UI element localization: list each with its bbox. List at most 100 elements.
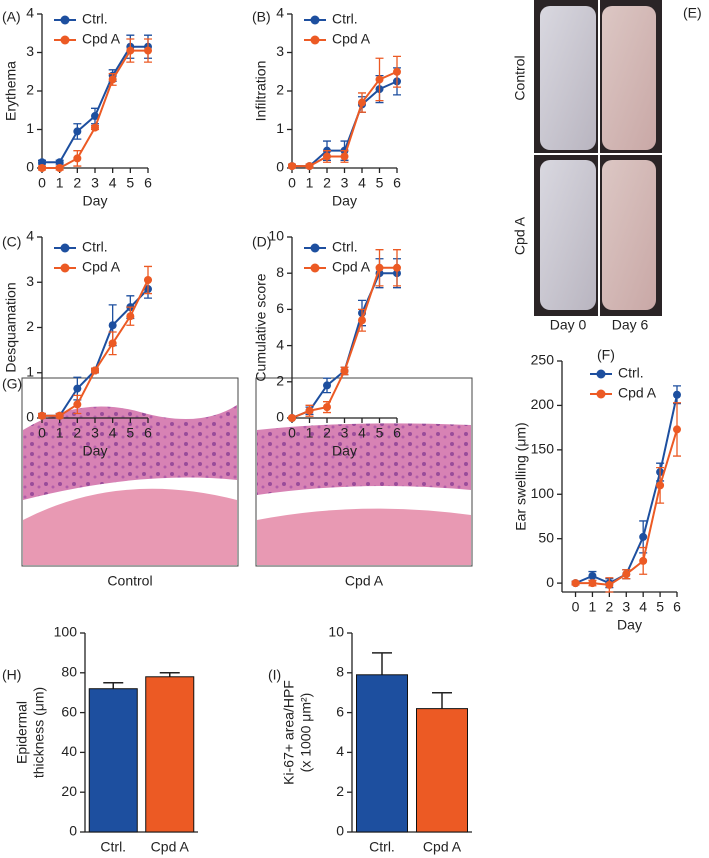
x-tick-label: 2 xyxy=(323,175,331,191)
data-point xyxy=(375,263,384,272)
y-tick-label: 0 xyxy=(276,409,284,425)
photo xyxy=(540,160,596,310)
x-tick-label: 5 xyxy=(376,175,384,191)
x-tick-label: 5 xyxy=(376,425,384,441)
y-tick-label: 0 xyxy=(26,159,34,175)
y-tick-label: 0 xyxy=(546,574,554,590)
y-tick-label: 3 xyxy=(276,43,284,59)
error-bar xyxy=(159,672,180,677)
x-tick-label: Ctrl. xyxy=(369,839,395,855)
y-axis-label: Ear swelling (μm) xyxy=(513,422,529,530)
data-point xyxy=(91,366,99,375)
column-label: Day 0 xyxy=(550,317,587,333)
x-axis-label: Day xyxy=(332,443,357,459)
data-point xyxy=(375,75,384,84)
data-point xyxy=(108,339,117,348)
y-tick-label: 4 xyxy=(276,336,284,352)
data-point xyxy=(288,414,296,422)
data-point xyxy=(323,381,331,390)
y-axis-label: Cumulative score xyxy=(253,273,269,381)
y-axis-label: Desquamation xyxy=(3,282,19,372)
data-point xyxy=(73,154,82,163)
x-tick-label: 4 xyxy=(358,425,366,441)
x-tick-label: 2 xyxy=(605,599,613,615)
y-tick-label: 6 xyxy=(276,300,284,316)
y-tick-label: 1 xyxy=(26,120,34,136)
tissue xyxy=(257,423,471,495)
legend-label: Cpd A xyxy=(332,31,371,47)
data-point xyxy=(588,579,597,588)
y-tick-label: 60 xyxy=(61,703,77,719)
y-tick-label: 8 xyxy=(336,664,344,680)
legend-label: Cpd A xyxy=(82,31,121,47)
y-tick-label: 2 xyxy=(276,373,284,389)
legend-marker xyxy=(596,389,606,399)
legend-label: Ctrl. xyxy=(82,11,108,27)
y-tick-label: 10 xyxy=(328,624,344,640)
legend-marker xyxy=(310,15,320,25)
panel-label: (I) xyxy=(268,667,281,683)
data-point xyxy=(588,572,597,581)
data-point xyxy=(673,390,681,399)
x-tick-label: 6 xyxy=(144,425,152,441)
y-tick-label: 50 xyxy=(538,529,554,545)
data-point xyxy=(622,570,631,579)
data-point xyxy=(305,406,314,415)
data-point xyxy=(288,162,296,171)
y-axis-label: Infiltration xyxy=(253,61,269,122)
y-tick-label: 1 xyxy=(276,120,284,136)
legend-marker xyxy=(60,263,70,273)
y-tick-label: 2 xyxy=(276,82,284,98)
data-point xyxy=(305,162,314,171)
legend-label: Ctrl. xyxy=(332,11,358,27)
data-point xyxy=(656,481,665,490)
data-point xyxy=(639,556,648,565)
y-tick-label: 8 xyxy=(276,264,284,280)
y-tick-label: 10 xyxy=(268,228,284,244)
data-point xyxy=(55,411,64,420)
x-tick-label: 1 xyxy=(56,425,64,441)
error-bar xyxy=(432,691,452,709)
y-axis-label: (x 1000 μm²) xyxy=(298,693,314,773)
legend-marker xyxy=(310,243,320,253)
data-point xyxy=(571,579,580,588)
data-point xyxy=(73,384,82,393)
x-tick-label: 2 xyxy=(323,425,331,441)
photo xyxy=(602,160,656,310)
x-tick-label: Cpd A xyxy=(151,839,190,855)
y-tick-label: 0 xyxy=(69,823,77,839)
y-tick-label: 4 xyxy=(26,5,34,21)
legend-marker xyxy=(60,15,70,25)
bar xyxy=(88,688,138,833)
x-tick-label: 3 xyxy=(622,599,630,615)
x-tick-label: 6 xyxy=(673,599,681,615)
x-tick-label: 3 xyxy=(341,175,349,191)
error-bar xyxy=(103,682,124,689)
tissue xyxy=(23,488,237,565)
x-tick-label: 6 xyxy=(393,175,401,191)
y-tick-label: 4 xyxy=(26,228,34,244)
y-tick-label: 100 xyxy=(54,624,78,640)
y-tick-label: 80 xyxy=(61,664,77,680)
legend-marker xyxy=(60,35,70,45)
y-tick-label: 100 xyxy=(531,485,555,501)
y-tick-label: 250 xyxy=(531,352,555,368)
panel-label: (A) xyxy=(2,9,21,25)
data-point xyxy=(323,403,331,412)
x-tick-label: 0 xyxy=(38,175,46,191)
data-point xyxy=(144,275,152,284)
tissue xyxy=(23,405,237,500)
y-tick-label: 20 xyxy=(61,783,77,799)
panel-label: (C) xyxy=(2,234,21,250)
panel-label: (F) xyxy=(597,347,615,363)
y-tick-label: 150 xyxy=(531,441,555,457)
y-tick-label: 0 xyxy=(26,409,34,425)
y-tick-label: 4 xyxy=(276,5,284,21)
data-point xyxy=(38,158,46,167)
data-point xyxy=(38,164,46,172)
y-axis-label: Erythema xyxy=(3,61,19,121)
x-tick-label: 3 xyxy=(91,425,99,441)
x-tick-label: 2 xyxy=(73,425,81,441)
data-point xyxy=(55,164,64,172)
